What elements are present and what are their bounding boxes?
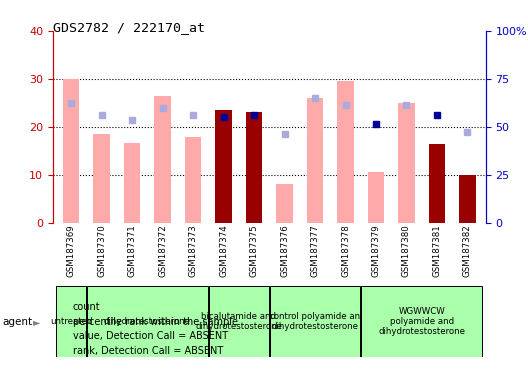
Text: agent: agent [3, 317, 33, 327]
Text: WGWWCW
polyamide and
dihydrotestosterone: WGWWCW polyamide and dihydrotestosterone [378, 307, 465, 336]
Text: GDS2782 / 222170_at: GDS2782 / 222170_at [53, 21, 205, 34]
Bar [209, 286, 269, 357]
Text: GSM187371: GSM187371 [128, 225, 137, 277]
Text: GSM187377: GSM187377 [310, 225, 319, 277]
Bar [276, 184, 293, 223]
Bar [185, 137, 202, 223]
Text: GSM187382: GSM187382 [463, 225, 472, 277]
Bar [337, 81, 354, 223]
Text: GSM187370: GSM187370 [97, 225, 106, 277]
Text: GSM187379: GSM187379 [372, 225, 381, 277]
Text: GSM187374: GSM187374 [219, 225, 228, 277]
Bar [367, 172, 384, 223]
Text: GSM187378: GSM187378 [341, 225, 350, 277]
Bar [361, 286, 483, 357]
Text: count: count [73, 302, 100, 312]
Text: control polyamide an
dihydrotestosterone: control polyamide an dihydrotestosterone [269, 312, 361, 331]
Text: dihydrotestosterone: dihydrotestosterone [104, 317, 191, 326]
Bar [87, 286, 208, 357]
Text: GSM187372: GSM187372 [158, 225, 167, 277]
Bar [307, 98, 323, 223]
Text: GSM187373: GSM187373 [188, 225, 197, 277]
Bar [93, 134, 110, 223]
Bar [154, 96, 171, 223]
Bar [215, 110, 232, 223]
Text: bicalutamide and
dihydrotestosterone: bicalutamide and dihydrotestosterone [195, 312, 282, 331]
Bar [246, 112, 262, 223]
Text: ►: ► [33, 317, 40, 327]
Text: GSM187376: GSM187376 [280, 225, 289, 277]
Bar [398, 103, 415, 223]
Bar [124, 142, 140, 223]
Text: rank, Detection Call = ABSENT: rank, Detection Call = ABSENT [73, 346, 223, 356]
Text: untreated: untreated [50, 317, 92, 326]
Bar [56, 286, 86, 357]
Bar [63, 79, 80, 223]
Bar [429, 144, 445, 223]
Text: value, Detection Call = ABSENT: value, Detection Call = ABSENT [73, 331, 228, 341]
Text: GSM187375: GSM187375 [250, 225, 259, 277]
Text: percentile rank within the sample: percentile rank within the sample [73, 317, 238, 327]
Text: GSM187380: GSM187380 [402, 225, 411, 277]
Text: GSM187381: GSM187381 [432, 225, 441, 277]
Text: GSM187369: GSM187369 [67, 225, 76, 277]
Bar [270, 286, 361, 357]
Bar [459, 175, 476, 223]
